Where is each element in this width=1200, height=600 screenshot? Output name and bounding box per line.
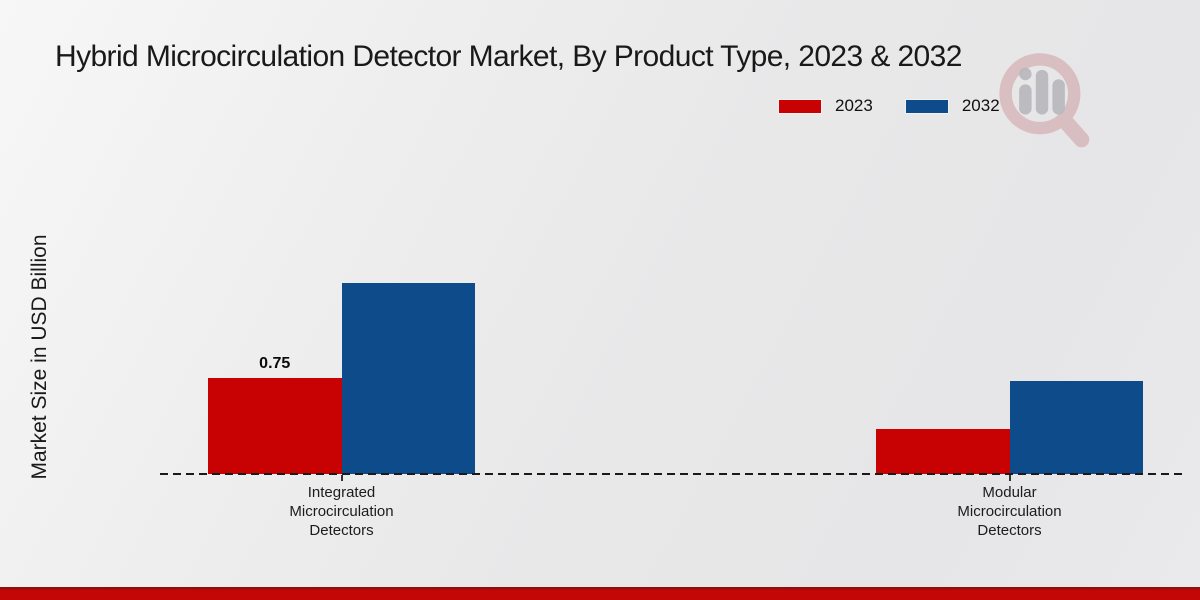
- legend-label-2023: 2023: [835, 96, 873, 115]
- chart-title: Hybrid Microcirculation Detector Market,…: [55, 40, 962, 73]
- bar-2023-integrated: [208, 378, 342, 474]
- legend-label-2032: 2032: [961, 96, 1000, 115]
- x-axis-tick: [1008, 475, 1011, 481]
- x-axis-tick: [340, 475, 343, 481]
- bar-2032-modular: [1009, 381, 1143, 474]
- legend-swatch-2032: [904, 98, 949, 114]
- category-label: Modular Microcirculation Detectors: [957, 484, 1062, 539]
- legend-item-2032: 2032: [904, 96, 1000, 116]
- legend-swatch-2023: [778, 98, 822, 114]
- magnifier-bar-chart-watermark-icon: [990, 48, 1094, 157]
- legend: 2023 2032: [778, 96, 1000, 116]
- x-axis-baseline: [160, 473, 1185, 475]
- bar-2023-modular: [876, 429, 1010, 474]
- y-axis-label: Market Size in USD Billion: [28, 234, 51, 480]
- bar-value-label: 0.75: [259, 355, 291, 372]
- footer-accent-bar: [0, 587, 1200, 600]
- legend-item-2023: 2023: [778, 96, 873, 116]
- bar-2032-integrated: [341, 283, 475, 474]
- category-label: Integrated Microcirculation Detectors: [289, 484, 394, 539]
